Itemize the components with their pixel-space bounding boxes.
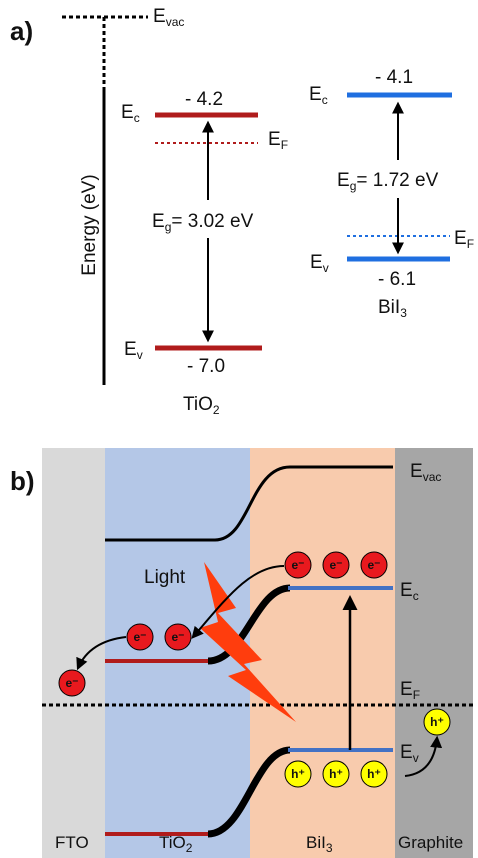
region-graphite [395,448,473,858]
electron-symbol: e⁻ [65,676,78,690]
ec-b-label: Ec [400,580,419,603]
electron-icon [58,669,86,697]
hole-icon [284,760,312,788]
bii3-ev-label: Ev [310,252,329,275]
electron-icon [360,551,388,579]
bii3-ev-value: - 6.1 [378,269,416,290]
vb-bend [207,746,291,838]
electron-icon [164,623,192,651]
panel-b-label: b) [10,466,35,496]
electron-symbol: e⁻ [133,630,146,644]
tio2-levels: - 4.2 - 7.0 Ec Ev EF Eg= 3.02 eV TiO2 [121,89,288,417]
hole-symbol: h⁺ [291,767,305,781]
electron-symbol: e⁻ [171,630,184,644]
bii3-bandgap-label: Eg= 1.72 eV [337,170,439,193]
bii3-levels: - 4.1 - 6.1 Ec Ev EF Eg= 1.72 eV BiI3 [309,67,474,320]
hole-icon [360,760,388,788]
electron-symbol: e⁻ [291,558,304,572]
evac-b-label: Evac [410,461,441,484]
tio2-ec-label: Ec [121,102,140,125]
energy-axis-label: Energy (eV) [79,174,100,275]
ef-b-label: EF [400,679,420,702]
hole-symbol: h⁺ [367,767,381,781]
bii3-holes: h⁺ h⁺ h⁺ [284,760,388,788]
region-label-tio2: TiO2 [159,833,193,855]
evac-label: Evac [153,6,184,29]
region-label-fto: FTO [55,833,89,852]
light-label: Light [144,567,186,588]
hole-icon [322,760,350,788]
hole-transfer-arrow [404,735,443,777]
evac-curve [105,465,393,542]
electron-collect-arrow [76,636,127,671]
panel-b: b) Evac Ec Ev EF Light e⁻ e⁻ [10,448,475,858]
electron-symbol: e⁻ [329,558,342,572]
electron-transfer-arrow [191,565,285,639]
tio2-ef-label: EF [268,129,288,152]
tio2-ev-label: Ev [124,339,143,362]
hole-symbol: h⁺ [329,767,343,781]
electron-symbol: e⁻ [367,558,380,572]
cb-bend [207,584,291,665]
tio2-electrons: e⁻ e⁻ [126,623,192,651]
panel-a: a) Evac Energy (eV) - 4.2 - 7.0 Ec Ev EF… [10,6,474,417]
electron-icon [322,551,350,579]
tio2-ev-value: - 7.0 [187,356,225,377]
bii3-ef-label: EF [454,228,474,251]
bii3-electrons: e⁻ e⁻ e⁻ [284,551,388,579]
tio2-bandgap-label: Eg= 3.02 eV [152,211,254,234]
region-fto [42,448,105,858]
panel-a-label: a) [10,16,33,46]
region-bii3 [250,448,395,858]
electron-icon [126,623,154,651]
tio2-name: TiO2 [183,394,220,417]
hole-symbol: h⁺ [430,715,444,729]
ev-b-label: Ev [400,742,419,765]
electron-icon [284,551,312,579]
tio2-ec-value: - 4.2 [185,89,223,110]
bii3-ec-label: Ec [309,84,328,107]
bii3-ec-value: - 4.1 [375,67,413,88]
hole-icon [423,708,451,736]
bii3-name: BiI3 [378,297,407,320]
region-label-bii3: BiI3 [306,833,333,855]
region-label-graphite: Graphite [398,833,463,852]
